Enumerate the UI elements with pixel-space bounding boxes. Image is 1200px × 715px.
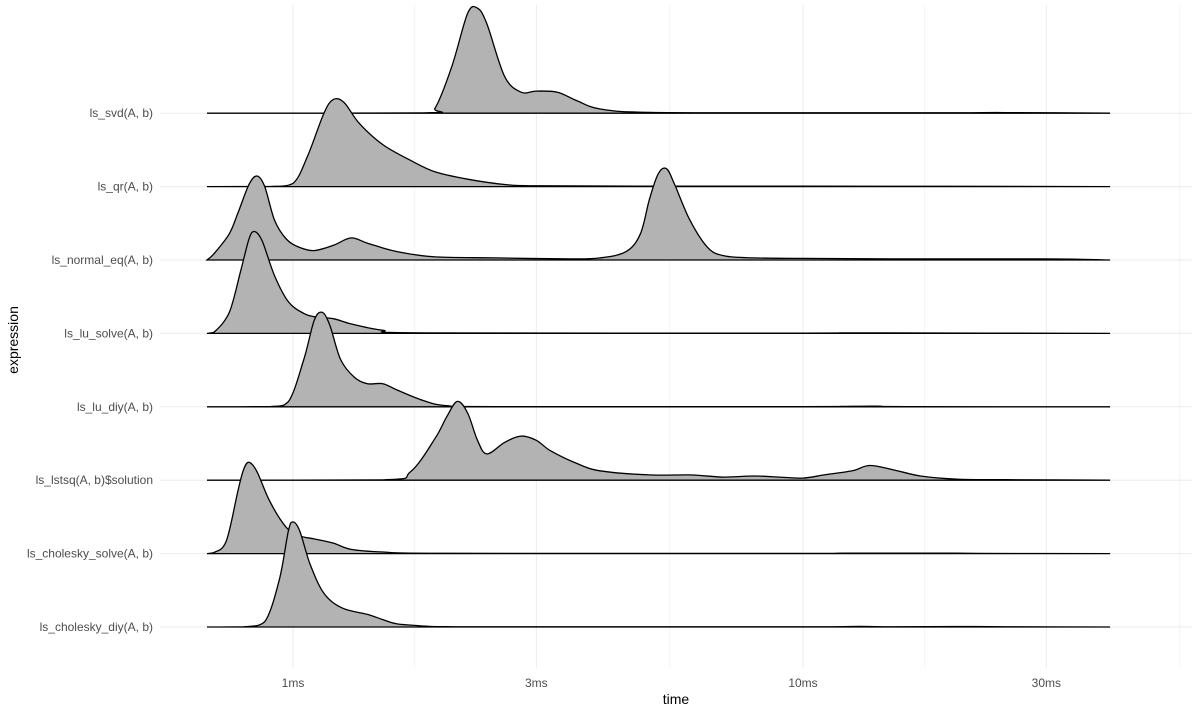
x-tick-label: 30ms [1032,676,1061,690]
y-tick-label: ls_lstsq(A, b)$solution [36,473,153,487]
x-tick-label: 10ms [788,676,817,690]
ridge-ls-lu-solve-a-b [206,230,1111,335]
ridges [205,5,1111,628]
x-tick-labels: 1ms 3ms 10ms 30ms [282,676,1061,690]
ridge-ls-svd-a-b [206,5,1111,114]
ridge-ls-qr-a-b [206,97,1111,188]
y-tick-label: ls_lu_solve(A, b) [64,326,153,340]
y-axis-title: expression [5,306,21,374]
x-tick-label: 3ms [525,676,548,690]
y-tick-labels: ls_cholesky_diy(A, b) ls_cholesky_solve(A… [27,106,153,634]
y-tick-label: ls_normal_eq(A, b) [52,253,153,267]
ridge-ls-lu-diy-a-b [206,311,1111,408]
y-tick-label: ls_svd(A, b) [90,106,153,120]
x-axis-title: time [663,691,690,707]
minor-gridlines [414,5,1181,668]
y-tick-label: ls_qr(A, b) [98,180,153,194]
x-tick-label: 1ms [282,676,305,690]
y-tick-label: ls_cholesky_solve(A, b) [27,547,153,561]
y-tick-label: ls_lu_diy(A, b) [77,400,153,414]
ridge-ls-normal-eq-a-b [205,167,1111,261]
ridge-ls-cholesky-diy-a-b [206,521,1111,628]
y-tick-label: ls_cholesky_diy(A, b) [40,620,153,634]
ridge-ls-lstsq-a-b-solution [206,400,1111,481]
